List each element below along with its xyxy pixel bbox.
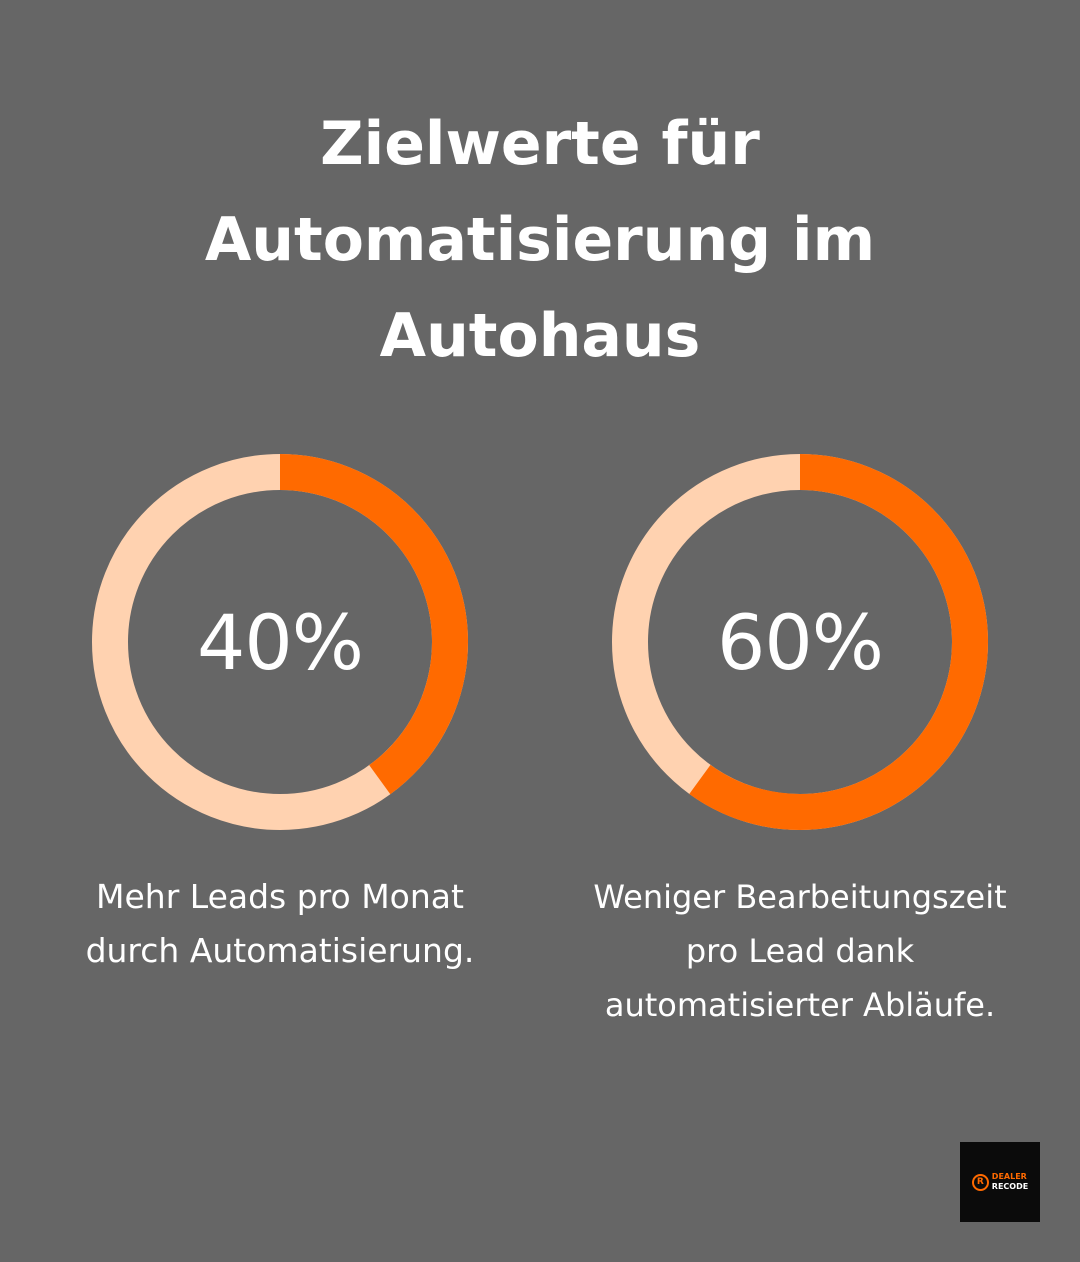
donut-chart-leads: 40% xyxy=(90,452,470,832)
donut-chart-processing-time: 60% xyxy=(610,452,990,832)
caption-leads: Mehr Leads pro Monat durch Automatisieru… xyxy=(30,870,530,978)
logo-r-icon: R xyxy=(971,1173,989,1191)
logo-wordmark: DEALER RECODE xyxy=(992,1172,1028,1192)
donut-processing-arc xyxy=(612,454,988,830)
donut-leads-arc xyxy=(92,454,468,830)
donut-leads-value: 40% xyxy=(197,597,364,687)
title-line-3: Autohaus xyxy=(379,301,701,371)
caption-processing-line-3: automatisierter Abläufe. xyxy=(604,986,996,1024)
caption-processing-time: Weniger Bearbeitungszeit pro Lead dank a… xyxy=(550,870,1050,1032)
caption-leads-line-2: durch Automatisierung. xyxy=(85,931,475,970)
page-title: Zielwerte für Automatisierung im Autohau… xyxy=(60,96,1020,384)
logo-line-2: RECODE xyxy=(991,1182,1029,1191)
dealer-recode-logo: R DEALER RECODE xyxy=(960,1142,1040,1222)
title-line-1: Zielwerte für xyxy=(320,109,760,179)
donut-processing-svg xyxy=(612,454,988,830)
title-line-2: Automatisierung im xyxy=(204,205,876,275)
caption-processing-line-1: Weniger Bearbeitungszeit xyxy=(593,878,1007,916)
caption-processing-line-2: pro Lead dank xyxy=(685,932,915,970)
caption-leads-line-1: Mehr Leads pro Monat xyxy=(96,877,464,916)
donut-leads-svg xyxy=(92,454,468,830)
logo-line-1: DEALER xyxy=(991,1172,1027,1181)
donut-processing-value: 60% xyxy=(717,597,884,687)
